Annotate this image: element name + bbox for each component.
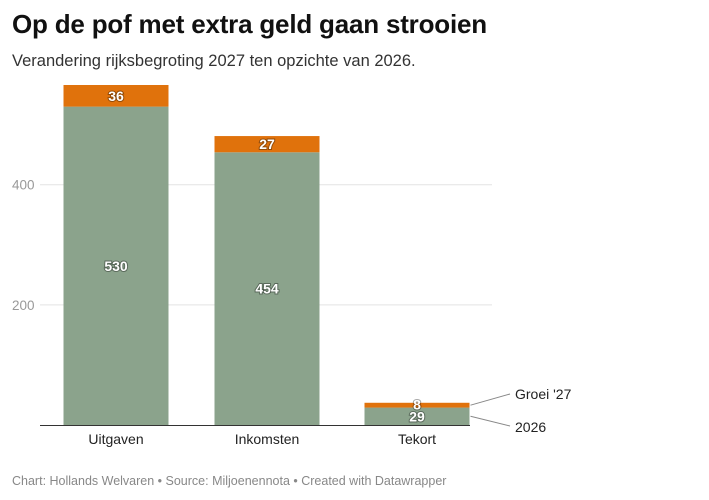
x-tick-label: Uitgaven	[88, 431, 143, 447]
chart-subtitle: Verandering rijksbegroting 2027 ten opzi…	[12, 52, 416, 70]
y-tick-label: 400	[12, 178, 35, 193]
x-tick-label: Tekort	[398, 431, 436, 447]
bar-chart: 200 400 530 36 Uitgaven 454 27 Inkomsten 298 Teko…	[12, 85, 572, 447]
value-label-groei-27: 27	[259, 136, 275, 152]
value-label-2026: 530	[104, 258, 128, 274]
x-tick-label: Inkomsten	[235, 431, 300, 447]
legend-connector-2026	[470, 415, 511, 427]
legend-label-2026: 2026	[515, 419, 546, 435]
chart-title: Op de pof met extra geld gaan strooien	[12, 9, 487, 39]
value-label-2026: 454	[255, 281, 279, 297]
y-tick-label: 200	[12, 298, 35, 313]
legend-connector-groei-27	[470, 393, 511, 406]
bar-groei-27	[63, 85, 169, 107]
bar-2026	[214, 152, 320, 425]
bar-groei-27	[364, 402, 470, 408]
bar-groei-27	[214, 136, 320, 153]
bar-2026	[63, 106, 169, 426]
bar-2026	[364, 407, 470, 425]
value-label-2026: 29	[409, 409, 425, 425]
value-label-groei-27: 36	[108, 88, 124, 104]
value-label-groei-27: 8	[413, 397, 421, 413]
legend-label-groei-27: Groei '27	[515, 386, 572, 402]
chart-footer: Chart: Hollands Welvaren • Source: Miljo…	[12, 474, 447, 488]
